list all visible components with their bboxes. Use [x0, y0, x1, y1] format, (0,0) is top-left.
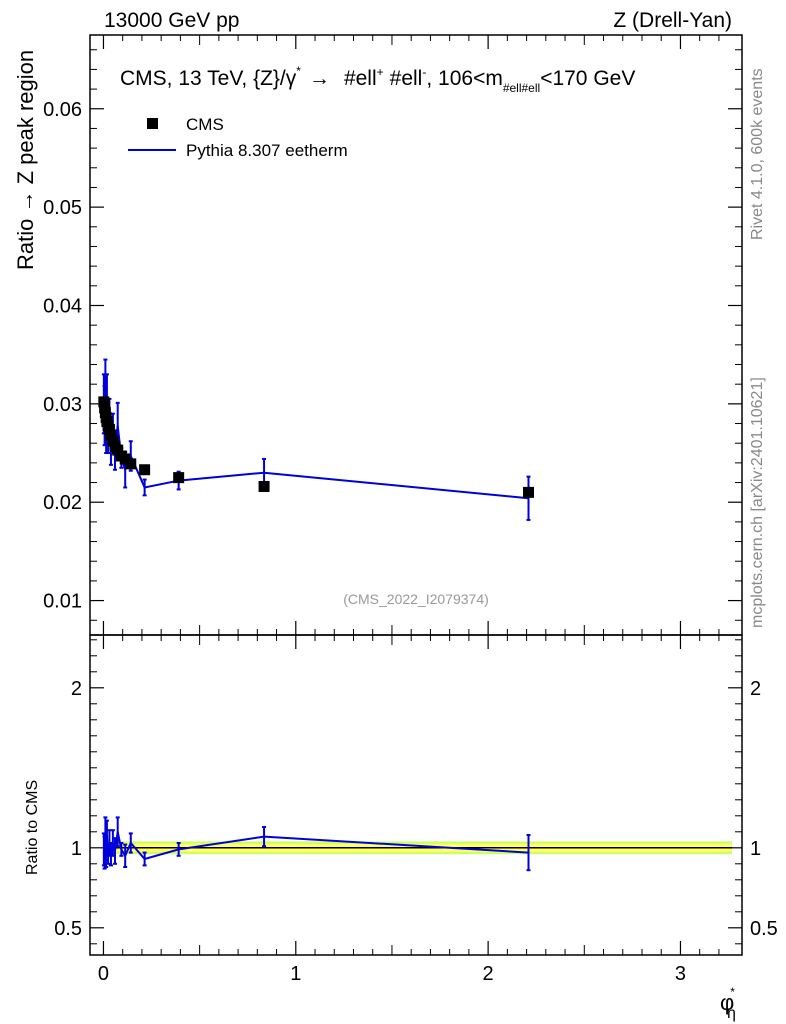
data-point [139, 464, 151, 476]
main-y-tick-label: 0.06 [43, 99, 82, 121]
legend-data-marker [147, 118, 158, 129]
header-left: 13000 GeV pp [104, 9, 239, 32]
main-y-tick-label: 0.01 [43, 591, 82, 613]
ratio-y-axis-label: Ratio to CMS [24, 780, 41, 875]
legend-data-label: CMS [186, 115, 224, 134]
title-ell-plus: #ell [344, 67, 377, 90]
title-plus: + [377, 65, 384, 79]
title-range-prefix: , 106<m [426, 67, 502, 90]
x-tick-label: 3 [675, 963, 686, 985]
rivet-label: Rivet 4.1.0, 600k events [749, 68, 766, 240]
mcplots-label: mcplots.cern.ch [arXiv:2401.10621] [749, 377, 766, 628]
main-y-tick-label: 0.04 [43, 295, 82, 317]
data-point [125, 458, 137, 470]
main-y-tick-label: 0.05 [43, 197, 82, 219]
data-point [119, 453, 131, 465]
main-y-ticks: 0.01 0.02 0.03 0.04 0.05 0.06 [43, 49, 742, 621]
title-ell-minus: #ell [390, 67, 423, 90]
title-star: * [296, 64, 301, 78]
data-point [112, 444, 124, 456]
ratio-y-tick-label-right: 2 [750, 678, 761, 700]
data-point [98, 396, 110, 408]
title-range-sub: #ell#ell [503, 81, 540, 95]
data-points [98, 396, 535, 498]
y-axis-label: Ratio → Z peak region [13, 50, 38, 270]
title-main: CMS, 13 TeV, {Z}/γ [120, 67, 297, 90]
ratio-y-tick-label: 2 [71, 678, 82, 700]
mc-line [102, 392, 529, 500]
x-tick-label: 1 [290, 963, 301, 985]
title-range-suffix: <170 GeV [540, 67, 635, 90]
data-point [105, 429, 117, 441]
x-axis-eta: η [727, 1005, 736, 1022]
plot-title: CMS, 13 TeV, {Z}/γ* → #ell+ #ell-, 106<m#el… [120, 64, 635, 95]
ratio-y-tick-label: 1 [71, 838, 82, 860]
ratio-y-ticks: 0.5 0.5 1 1 2 2 [54, 639, 778, 945]
x-tick-label: 0 [98, 963, 109, 985]
x-axis-star: * [730, 985, 735, 999]
title-minus: - [422, 65, 426, 79]
ratio-panel-frame [89, 634, 743, 956]
main-y-tick-label: 0.03 [43, 394, 82, 416]
ratio-y-tick-label-right: 0.5 [750, 918, 778, 940]
data-point [173, 472, 185, 484]
x-axis-label: φ* η [720, 985, 736, 1022]
main-y-tick-label: 0.02 [43, 492, 82, 514]
ratio-y-tick-label-right: 1 [750, 838, 761, 860]
mc-error-bars [101, 358, 531, 521]
x-axis-phi: φ [720, 990, 734, 1015]
title-arrow: → [309, 67, 330, 90]
x-ticks: 0 1 2 3 [98, 35, 720, 985]
analysis-watermark: (CMS_2022_I2079374) [343, 591, 489, 607]
legend-mc-label: Pythia 8.307 eetherm [186, 141, 348, 160]
ratio-line [102, 831, 529, 861]
x-tick-label: 2 [483, 963, 494, 985]
data-point [258, 480, 270, 492]
header-right: Z (Drell-Yan) [613, 9, 732, 32]
data-point [103, 423, 115, 435]
data-point [523, 486, 535, 498]
ratio-y-tick-label: 0.5 [54, 918, 82, 940]
